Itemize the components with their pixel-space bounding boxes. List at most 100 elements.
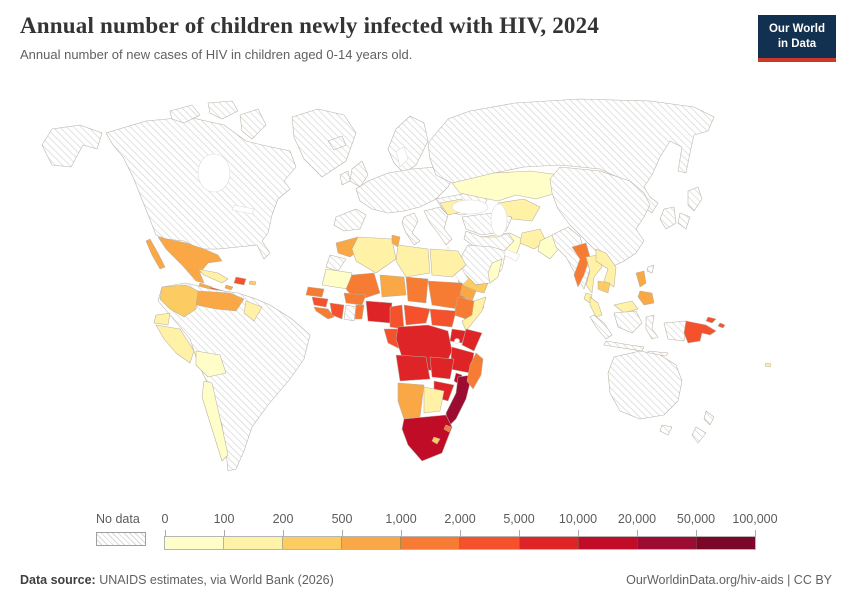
country-russia[interactable] (427, 98, 715, 214)
arctic-island-1[interactable] (169, 104, 201, 124)
legend-bin-4[interactable] (401, 537, 461, 549)
country-iberia[interactable] (333, 208, 367, 232)
legend-bin-8[interactable] (637, 537, 697, 549)
country-taiwan[interactable] (646, 264, 655, 274)
country-italy[interactable] (401, 212, 421, 246)
country-venezuela[interactable] (195, 290, 245, 312)
country-canada-usa[interactable] (105, 116, 297, 260)
country-korea[interactable] (659, 206, 677, 230)
country-japan-honshu[interactable] (687, 186, 703, 212)
country-cambodia[interactable] (597, 280, 611, 294)
country-cameroon[interactable] (389, 304, 405, 330)
country-hispaniola[interactable] (233, 276, 247, 286)
country-guyanas[interactable] (243, 300, 263, 322)
country-balkans-greece[interactable] (423, 206, 453, 246)
legend-bin-1[interactable] (224, 537, 284, 549)
legend-bin-7[interactable] (578, 537, 638, 549)
country-south-africa[interactable] (401, 414, 453, 462)
legend-bin-5[interactable] (460, 537, 520, 549)
country-cuba[interactable] (197, 268, 229, 284)
country-cote-divoire[interactable] (329, 302, 345, 320)
country-guinea[interactable] (311, 296, 329, 308)
page-title: Annual number of children newly infected… (20, 13, 600, 38)
country-chad[interactable] (405, 276, 429, 304)
site-attribution[interactable]: OurWorldinData.org/hiv-aids | CC BY (626, 573, 832, 587)
country-alaska[interactable] (41, 124, 103, 168)
legend-bar[interactable] (164, 536, 756, 550)
country-malaysia-peninsula[interactable] (589, 296, 603, 318)
legend-bin-3[interactable] (342, 537, 402, 549)
country-ecuador[interactable] (153, 312, 171, 326)
legend-tick-labels: 0 100 200 500 1,000 2,000 5,000 10,000 20,000 50,… (162, 512, 778, 530)
legend-bin-0[interactable] (165, 537, 225, 549)
country-central-african-republic[interactable] (403, 304, 431, 326)
country-burkina-faso[interactable] (343, 292, 367, 306)
country-zambia[interactable] (429, 356, 455, 380)
country-indonesia-kalimantan[interactable] (613, 310, 643, 334)
legend-bin-2[interactable] (283, 537, 343, 549)
legend-tick-mark (459, 530, 461, 537)
country-uganda[interactable] (449, 328, 467, 344)
country-australia[interactable] (607, 350, 683, 420)
country-kenya[interactable] (461, 328, 483, 352)
country-madagascar[interactable] (466, 352, 484, 390)
country-mexico[interactable] (157, 236, 223, 284)
country-ireland[interactable] (339, 170, 351, 186)
country-western-sahara[interactable] (325, 254, 347, 272)
country-indonesia-papua[interactable] (663, 320, 687, 342)
country-iceland[interactable] (327, 135, 347, 151)
country-libya[interactable] (395, 244, 431, 278)
country-indonesia-java[interactable] (603, 340, 645, 352)
country-new-zealand-south[interactable] (691, 426, 707, 444)
country-west-europe[interactable] (355, 166, 457, 214)
country-sierra-leone-liberia[interactable] (313, 306, 335, 320)
country-china[interactable] (549, 166, 651, 268)
country-lesotho[interactable] (431, 436, 441, 445)
arctic-island-2[interactable] (207, 100, 239, 120)
country-south-sudan[interactable] (429, 308, 457, 328)
country-chile[interactable] (201, 380, 229, 462)
country-jamaica[interactable] (224, 284, 234, 291)
country-malaysia-borneo[interactable] (613, 300, 639, 314)
country-png-solomons[interactable] (717, 322, 726, 329)
country-tasmania[interactable] (659, 424, 673, 436)
country-brazil-argentina[interactable] (157, 282, 311, 472)
country-algeria[interactable] (351, 236, 397, 274)
legend-bin-9[interactable] (696, 537, 755, 549)
country-eswatini[interactable] (443, 424, 452, 433)
country-peru[interactable] (155, 324, 195, 364)
owid-logo[interactable]: Our World in Data (758, 15, 836, 62)
country-philippines-luzon[interactable] (635, 270, 647, 288)
country-colombia[interactable] (159, 284, 199, 318)
country-myanmar[interactable] (571, 242, 591, 288)
country-fiji[interactable] (764, 362, 772, 368)
country-oman[interactable] (487, 258, 503, 284)
country-senegal[interactable] (305, 286, 325, 298)
country-egypt[interactable] (429, 248, 467, 278)
country-new-zealand-north[interactable] (703, 410, 715, 426)
country-kazakhstan[interactable] (451, 170, 561, 202)
country-indonesia-sumatra[interactable] (589, 314, 613, 340)
country-angola[interactable] (395, 354, 431, 382)
country-papua-new-guinea[interactable] (683, 320, 717, 344)
legend-bin-6[interactable] (519, 537, 579, 549)
baja-california[interactable] (145, 238, 166, 270)
country-scandinavia[interactable] (387, 115, 429, 174)
country-niger[interactable] (379, 274, 407, 298)
country-philippines-mindanao[interactable] (637, 290, 655, 306)
country-togo-benin[interactable] (354, 304, 365, 320)
country-nigeria[interactable] (365, 300, 393, 324)
world-map-svg (41, 98, 772, 472)
baffin-island[interactable] (239, 108, 267, 140)
country-greenland[interactable] (291, 108, 357, 178)
country-namibia[interactable] (397, 382, 425, 420)
country-botswana[interactable] (423, 386, 445, 414)
country-puerto-rico[interactable] (248, 280, 257, 286)
no-data-swatch[interactable] (96, 532, 146, 546)
country-ghana[interactable] (343, 304, 357, 322)
country-japan-kyushu[interactable] (677, 212, 691, 230)
country-bolivia[interactable] (195, 350, 227, 378)
country-indonesia-sulawesi[interactable] (645, 314, 659, 340)
country-png-new-britain[interactable] (705, 316, 717, 324)
country-uk[interactable] (349, 160, 369, 188)
